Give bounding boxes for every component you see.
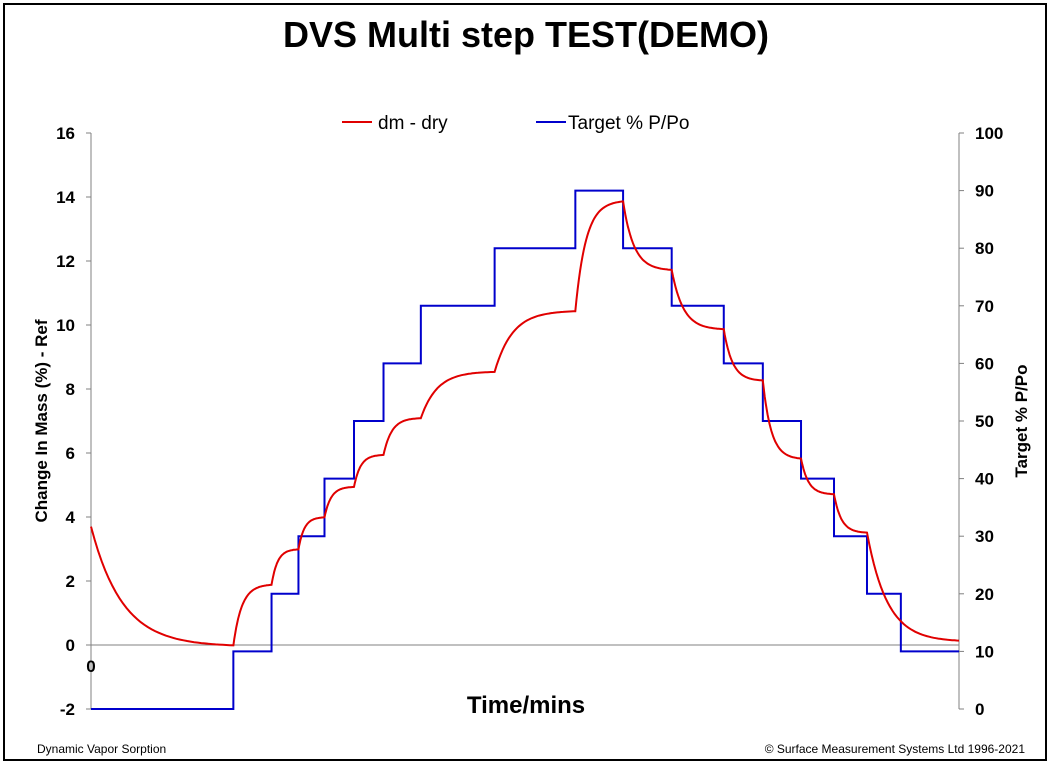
chart-title: DVS Multi step TEST(DEMO) [283, 14, 769, 55]
right-tick-label: 70 [975, 297, 994, 316]
right-tick-label: 80 [975, 239, 994, 258]
right-tick-label: 40 [975, 470, 994, 489]
axes [90, 133, 960, 709]
right-tick-label: 20 [975, 585, 994, 604]
left-tick-label: 0 [66, 636, 75, 655]
left-tick-label: 12 [56, 252, 75, 271]
series-group [90, 189, 960, 710]
right-tick-label: 50 [975, 412, 994, 431]
left-axis-ticks: -2 0 2 4 6 8 10 12 14 16 0 [56, 124, 96, 719]
right-axis-ticks: 0 10 20 30 40 50 60 70 80 90 100 [959, 124, 1003, 719]
right-tick-label: 10 [975, 642, 994, 661]
right-tick-label: 30 [975, 527, 994, 546]
right-tick-label: 90 [975, 182, 994, 201]
left-tick-label: 16 [56, 124, 75, 143]
right-tick-label: 60 [975, 354, 994, 373]
x-axis-title: Time/mins [467, 692, 585, 719]
target-ppo-series-line [91, 189, 959, 710]
x-tick-label: 0 [86, 657, 95, 676]
chart-frame [3, 3, 1047, 761]
legend-label-mass: dm - dry [378, 113, 448, 134]
left-axis-title: Change In Mass (%) - Ref [32, 319, 51, 522]
left-tick-label: 8 [66, 380, 75, 399]
left-tick-label: 14 [56, 188, 75, 207]
footer-left-text: Dynamic Vapor Sorption [37, 742, 167, 756]
footer-right-text: © Surface Measurement Systems Ltd 1996-2… [764, 742, 1025, 756]
legend-label-target: Target % P/Po [568, 113, 689, 134]
legend: dm - dry Target % P/Po [342, 113, 689, 134]
right-tick-label: 0 [975, 700, 984, 719]
right-tick-label: 100 [975, 124, 1003, 143]
axis-titles: Change In Mass (%) - Ref Target % P/Po Tim… [32, 319, 1031, 719]
left-tick-label: 6 [66, 444, 75, 463]
left-tick-label: 10 [56, 316, 75, 335]
right-axis-title: Target % P/Po [1012, 364, 1031, 477]
left-tick-label: 4 [66, 508, 76, 527]
left-tick-label: 2 [66, 572, 75, 591]
left-tick-label: -2 [60, 700, 75, 719]
mass-change-series-line [90, 200, 960, 647]
